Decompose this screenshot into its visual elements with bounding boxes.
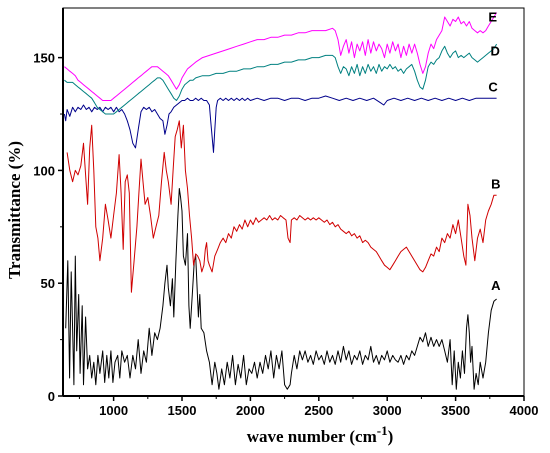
series-d-label: D [490,43,499,58]
series-c-line [63,95,497,153]
series-c-label: C [488,79,498,94]
x-tick-label: 1500 [168,403,197,418]
plot-frame [62,7,525,397]
tick-layer: 1000 1500 2000 2500 3000 3500 4000 0 50 100 150 [33,51,538,418]
y-tick-label: 50 [41,276,55,291]
y-tick-label: 0 [48,389,55,404]
series-a-label: A [491,278,501,293]
y-axis-label: Transmittance (%) [5,141,24,279]
series-label-layer: A B C D E [488,10,501,293]
series-e-line [64,12,498,101]
series-e-label: E [488,10,497,25]
x-tick-label: 2500 [304,403,333,418]
x-axis-label-close: ) [388,427,394,446]
x-axis-label: wave number (cm-1) [247,423,394,446]
x-axis-label-exponent: -1 [377,423,388,438]
y-tick-label: 150 [33,51,55,66]
y-tick-label: 100 [33,163,55,178]
x-tick-label: 3000 [373,403,402,418]
series-d-line [64,43,498,115]
series-b-label: B [491,176,500,191]
series-layer [63,12,498,390]
series-a-line [65,188,497,390]
x-tick-label: 2000 [236,403,265,418]
x-tick-label: 3500 [441,403,470,418]
x-tick-label: 4000 [510,403,539,418]
x-axis-label-main: wave number (cm [247,427,377,446]
series-b-line [66,120,497,293]
x-tick-label: 1000 [99,403,128,418]
